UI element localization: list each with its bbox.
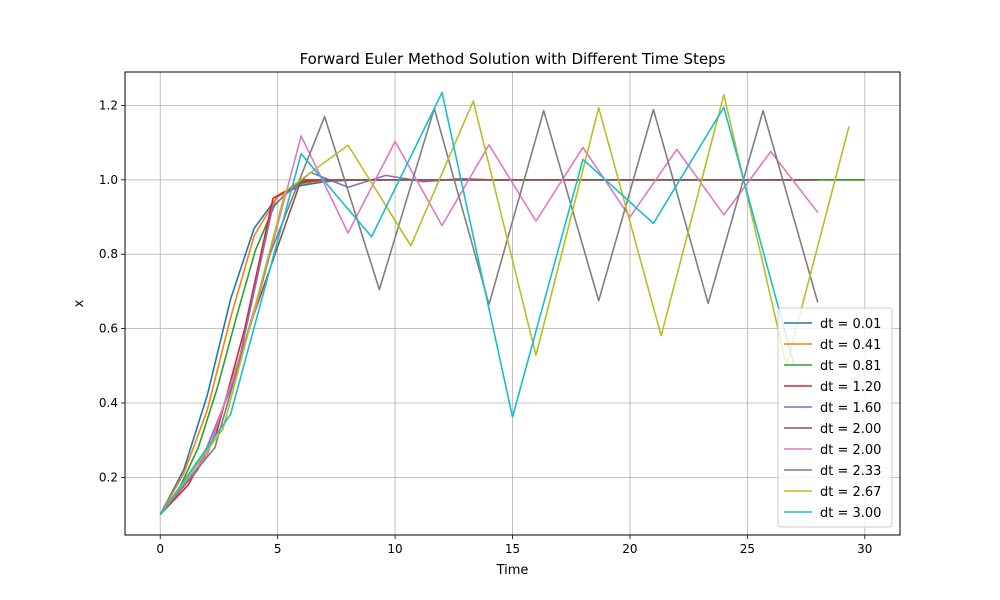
y-tick-label: 0.8: [99, 247, 118, 261]
ticks: 0 5 10 15 20 25 30 0.2 0.4 0.6 0.8 1.0 1.2: [99, 98, 873, 556]
x-tick-label: 30: [857, 542, 872, 556]
x-tick-label: 0: [156, 542, 164, 556]
y-tick-label: 0.6: [99, 322, 118, 336]
y-tick-label: 0.2: [99, 470, 118, 484]
x-tick-label: 25: [740, 542, 755, 556]
legend: dt = 0.01 dt = 0.41 dt = 0.81 dt = 1.20 dt =…: [777, 307, 893, 528]
legend-label: dt = 0.41: [820, 338, 881, 353]
legend-label: dt = 0.81: [820, 359, 881, 374]
y-tick-label: 0.4: [99, 396, 118, 410]
legend-label: dt = 2.00: [820, 443, 881, 458]
series-line-10: [159, 91, 796, 516]
legend-label: dt = 1.20: [820, 380, 881, 395]
y-tick-label: 1.2: [99, 98, 118, 112]
legend-box: [777, 307, 893, 528]
series-line-8: [159, 107, 819, 516]
series-line-9: [159, 93, 850, 516]
y-axis-label: x: [72, 299, 87, 307]
legend-label: dt = 3.00: [820, 506, 881, 521]
x-tick-label: 15: [505, 542, 520, 556]
legend-label: dt = 2.33: [820, 464, 881, 479]
x-tick-label: 5: [274, 542, 282, 556]
y-tick-label: 1.0: [99, 173, 118, 187]
legend-label: dt = 1.60: [820, 401, 881, 416]
chart-title: Forward Euler Method Solution with Diffe…: [300, 50, 726, 68]
grid: [125, 72, 900, 535]
x-axis-label: Time: [496, 563, 529, 578]
series-lines: [159, 91, 865, 516]
legend-label: dt = 2.67: [820, 485, 881, 500]
legend-label: dt = 2.00: [820, 422, 881, 437]
legend-label: dt = 0.01: [820, 317, 881, 332]
x-tick-label: 20: [622, 542, 637, 556]
x-tick-label: 10: [387, 542, 402, 556]
